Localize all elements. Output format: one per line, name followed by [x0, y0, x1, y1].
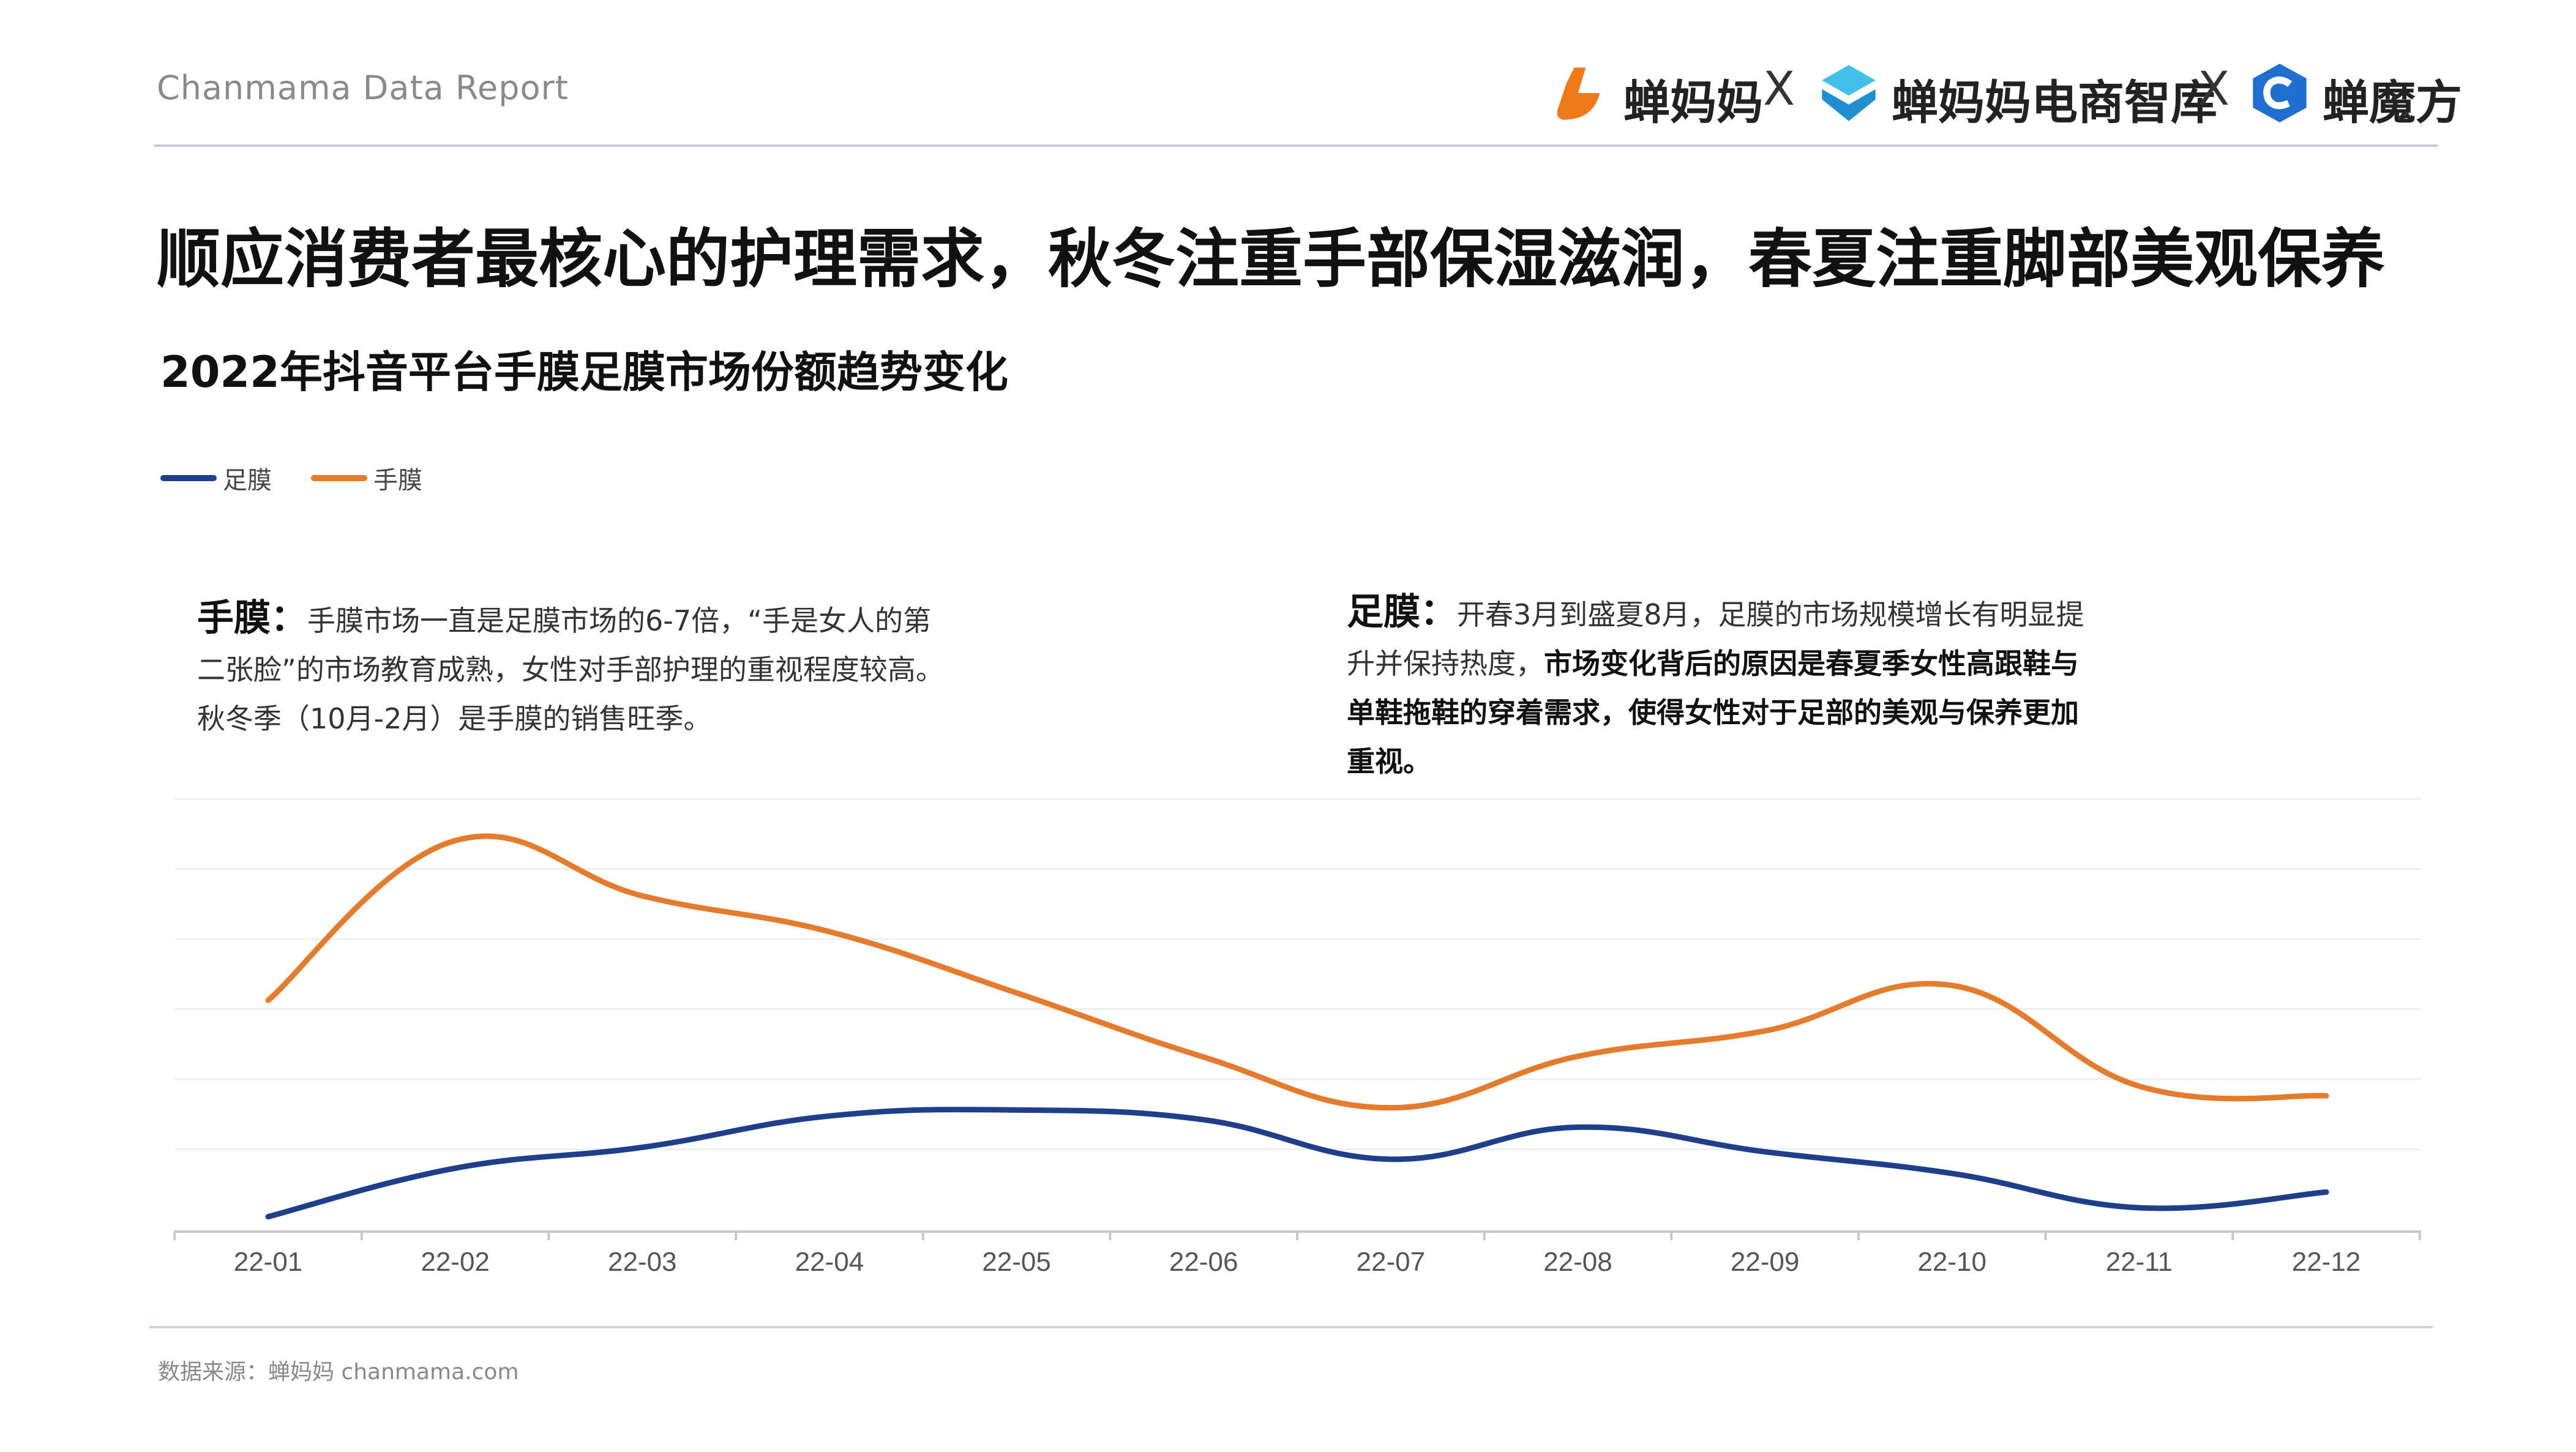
- x-tick-label: 22-11: [2106, 1247, 2173, 1277]
- foot-note-line-2-bold: 市场变化背后的原因是春夏季女性高跟鞋与: [1544, 647, 2079, 680]
- legend-swatch-hand-mask: [311, 475, 367, 481]
- brand-chanmama-zhiku: 蝉妈妈电商智库: [1817, 61, 2217, 136]
- foot-note-line-3: 单鞋拖鞋的穿着需求，使得女性对于足部的美观与保养更加: [1347, 696, 2079, 729]
- brand-1-name: 蝉妈妈: [1623, 75, 1763, 130]
- x-tick-label: 22-10: [1917, 1247, 1986, 1277]
- brand-2-name: 蝉妈妈电商智库: [1892, 75, 2217, 130]
- brand-3-name: 蝉魔方: [2323, 75, 2462, 130]
- chart-title: 2022年抖音平台手膜足膜市场份额趋势变化: [160, 347, 1008, 397]
- x-tick-label: 22-03: [608, 1247, 677, 1277]
- x-tick-label: 22-12: [2292, 1247, 2361, 1277]
- x-tick-label: 22-05: [982, 1247, 1051, 1277]
- x-tick-label: 22-02: [421, 1247, 490, 1277]
- x-tick-label: 22-04: [795, 1247, 864, 1277]
- hand-mask-note: 手膜：手膜市场一直是足膜市场的6-7倍，“手是女人的第 二张脸”的市场教育成熟，…: [197, 594, 1066, 743]
- hand-note-line-3: 秋冬季（10月-2月）是手膜的销售旺季。: [197, 702, 712, 735]
- chart-gridlines: [174, 798, 2421, 1150]
- legend-item-foot-mask: 足膜: [160, 460, 272, 496]
- header-divider: [154, 144, 2438, 147]
- foot-mask-note: 足膜：开春3月到盛夏8月，足膜的市场规模增长有明显提 升并保持热度，市场变化背后…: [1347, 588, 2179, 786]
- page-title: 顺应消费者最核心的护理需求，秋冬注重手部保湿滋润，春夏注重脚部美观保养: [157, 222, 2386, 296]
- foot-note-lead: 足膜：: [1347, 591, 1457, 634]
- brand-separator-1: X: [1763, 61, 1795, 116]
- series-line-foot-mask: [265, 1107, 2329, 1220]
- hand-note-lead: 手膜：: [197, 597, 307, 640]
- legend-swatch-foot-mask: [160, 475, 217, 481]
- x-tick-label: 22-07: [1357, 1247, 1426, 1277]
- chart-series: [265, 833, 2329, 1220]
- x-tick-label: 22-09: [1731, 1247, 1800, 1277]
- legend-item-hand-mask: 手膜: [311, 460, 422, 496]
- hand-note-line-2: 二张脸”的市场教育成熟，女性对手部护理的重视程度较高。: [197, 653, 944, 686]
- chart-x-axis: [173, 1230, 2421, 1240]
- brand-separator-2: X: [2198, 61, 2230, 116]
- chart-x-tick-labels: 22-01 22-02 22-03 22-04 22-05 22-06 22-07 22-08…: [234, 1247, 2361, 1277]
- x-tick-label: 22-06: [1169, 1247, 1238, 1277]
- legend-label-hand-mask: 手膜: [373, 466, 422, 495]
- legend-label-foot-mask: 足膜: [223, 466, 272, 495]
- foot-note-line-4: 重视。: [1347, 745, 1431, 778]
- brand-chanmama: 蝉妈妈: [1549, 61, 1763, 136]
- foot-note-line-1: 开春3月到盛夏8月，足膜的市场规模增长有明显提: [1457, 598, 2084, 631]
- chanmama-logo-icon: [1549, 61, 1612, 136]
- x-tick-label: 22-08: [1543, 1247, 1612, 1277]
- chanmofang-logo-icon: [2248, 61, 2312, 136]
- x-tick-label: 22-01: [234, 1247, 303, 1277]
- data-source: 数据来源：蝉妈妈 chanmama.com: [158, 1360, 519, 1385]
- foot-note-line-2-plain: 升并保持热度，: [1347, 647, 1544, 680]
- footer-divider: [149, 1326, 2433, 1328]
- hand-note-line-1: 手膜市场一直是足膜市场的6-7倍，“手是女人的第: [307, 604, 931, 637]
- zhiku-logo-icon: [1817, 61, 1881, 136]
- report-name: Chanmama Data Report: [157, 69, 569, 107]
- series-line-hand-mask: [265, 833, 2329, 1111]
- brand-chanmofang: 蝉魔方: [2248, 61, 2462, 136]
